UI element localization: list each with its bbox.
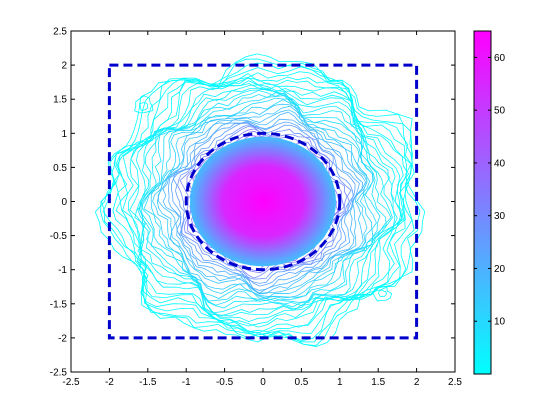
contour-line: [94, 53, 426, 348]
contour-line: [102, 66, 413, 342]
contour-line: [150, 99, 373, 299]
dashed-circle-overlay: [184, 131, 342, 272]
x-tick-label: 0.5: [294, 377, 308, 388]
overlay-shapes: [107, 63, 419, 340]
y-tick-label: 2: [61, 61, 67, 72]
colorbar-tick-label: 30: [494, 211, 506, 222]
contour-line: [117, 77, 410, 334]
plot-area: -2.5 -2 -1.5 -1 -0.5 0 0.5 1 1.5 2 2.5 2.5 2 1.5 1 0.5…: [50, 27, 463, 389]
colorbar-tick-label: 50: [494, 106, 506, 117]
x-tick-label: -1.5: [139, 377, 157, 388]
y-tick-label: 1.5: [53, 95, 67, 106]
colorbar-tick-label: 40: [494, 158, 506, 169]
y-tick-label: 1: [61, 129, 67, 140]
y-tick-label: -2: [58, 333, 67, 344]
y-tick-label: -1.5: [50, 299, 68, 310]
x-tick-label: -2: [105, 377, 114, 388]
contour-line: [170, 121, 356, 287]
dashed-square-overlay: [107, 63, 419, 340]
x-axis-ticks: -2.5 -2 -1.5 -1 -0.5 0 0.5 1 1.5 2 2.5: [62, 31, 462, 388]
y-axis-ticks: 2.5 2 1.5 1 0.5 0 -0.5 -1 -1.5 -2 -2.5: [50, 27, 455, 379]
colorbar-gradient: [473, 30, 492, 375]
x-tick-label: -0.5: [216, 377, 234, 388]
contour-line: [100, 58, 421, 347]
y-tick-label: -1: [58, 265, 67, 276]
contour-island: [372, 285, 393, 302]
contour-line: [179, 126, 348, 279]
colorbar-tick-label: 60: [494, 53, 506, 64]
colorbar-tick-label: 20: [494, 264, 506, 275]
contour-island: [134, 95, 154, 114]
x-tick-label: -1: [182, 377, 191, 388]
x-tick-label: 2.5: [448, 377, 462, 388]
y-tick-label: -2.5: [50, 368, 68, 379]
x-tick-label: 2: [414, 377, 420, 388]
y-tick-label: 0: [61, 197, 67, 208]
y-tick-label: 0.5: [53, 163, 67, 174]
x-tick-label: 1: [337, 377, 343, 388]
contour-line: [162, 111, 364, 294]
contour-line: [143, 97, 377, 299]
colorbar: 60 50 40 30 20 10: [473, 30, 506, 375]
contour-line: [112, 71, 408, 338]
y-tick-label: -0.5: [50, 231, 68, 242]
x-tick-label: 0: [260, 377, 266, 388]
colorbar-tick-label: 10: [494, 317, 506, 328]
contour-line: [134, 84, 398, 317]
contour-line: [137, 89, 392, 309]
contour-line: [138, 92, 387, 306]
contour-lines: [94, 53, 426, 348]
contour-line: [129, 83, 402, 323]
contour-line: [172, 122, 354, 284]
contour-line: [152, 103, 371, 299]
contour-island: [138, 102, 149, 111]
x-tick-label: 1.5: [371, 377, 385, 388]
density-core: [190, 136, 336, 267]
contour-island: [378, 289, 387, 298]
x-tick-label: -2.5: [62, 377, 80, 388]
contour-line: [122, 77, 404, 328]
colorbar-ticks: 60 50 40 30 20 10: [474, 53, 506, 328]
contour-line: [156, 105, 368, 294]
y-tick-label: 2.5: [53, 27, 67, 38]
